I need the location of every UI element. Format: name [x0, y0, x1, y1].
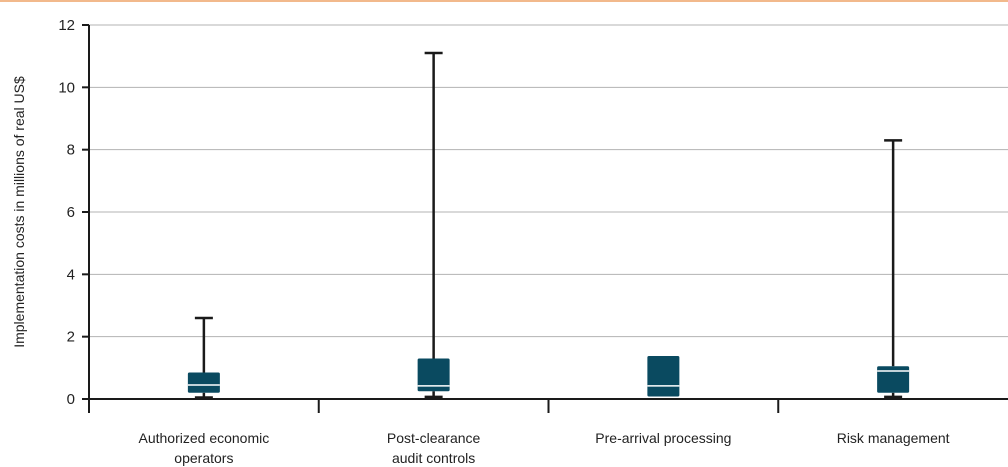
x-category-label-line: operators	[174, 450, 233, 466]
iqr-box	[647, 355, 680, 397]
iqr-box	[187, 372, 220, 393]
x-category-label: Risk management	[837, 430, 950, 446]
x-category-label: Authorized economic operators	[139, 430, 270, 466]
x-category-label-line: audit controls	[392, 450, 475, 466]
x-category-label: Post-clearance audit controls	[387, 430, 481, 466]
y-tick-label: 2	[67, 329, 75, 346]
y-tick-label: 4	[67, 266, 75, 283]
y-tick-label: 6	[67, 204, 75, 221]
y-tick-label: 10	[58, 79, 75, 96]
top-accent-rule	[0, 0, 1008, 2]
gridlines	[89, 24, 1008, 338]
x-category-label-line: Risk management	[837, 430, 950, 446]
boxes	[187, 51, 910, 399]
box-4	[877, 139, 910, 399]
box-2	[417, 51, 450, 399]
x-category-label-line: Pre-arrival processing	[595, 430, 731, 446]
y-axis-label: Implementation costs in millions of real…	[11, 76, 27, 348]
iqr-box	[877, 366, 910, 393]
x-category-label-line: Post-clearance	[387, 430, 481, 446]
y-axis: 0 2 4 6 8 10 12	[58, 17, 90, 408]
box-1	[187, 316, 220, 399]
iqr-box	[417, 358, 450, 392]
box-3	[647, 355, 680, 397]
y-tick-label: 12	[58, 17, 75, 34]
y-tick-label: 8	[67, 142, 75, 159]
y-tick-label: 0	[67, 391, 75, 408]
x-category-label-line: Authorized economic	[139, 430, 270, 446]
x-axis: Authorized economic operators Post-clearan…	[88, 398, 1008, 466]
x-category-label: Pre-arrival processing	[595, 430, 731, 446]
